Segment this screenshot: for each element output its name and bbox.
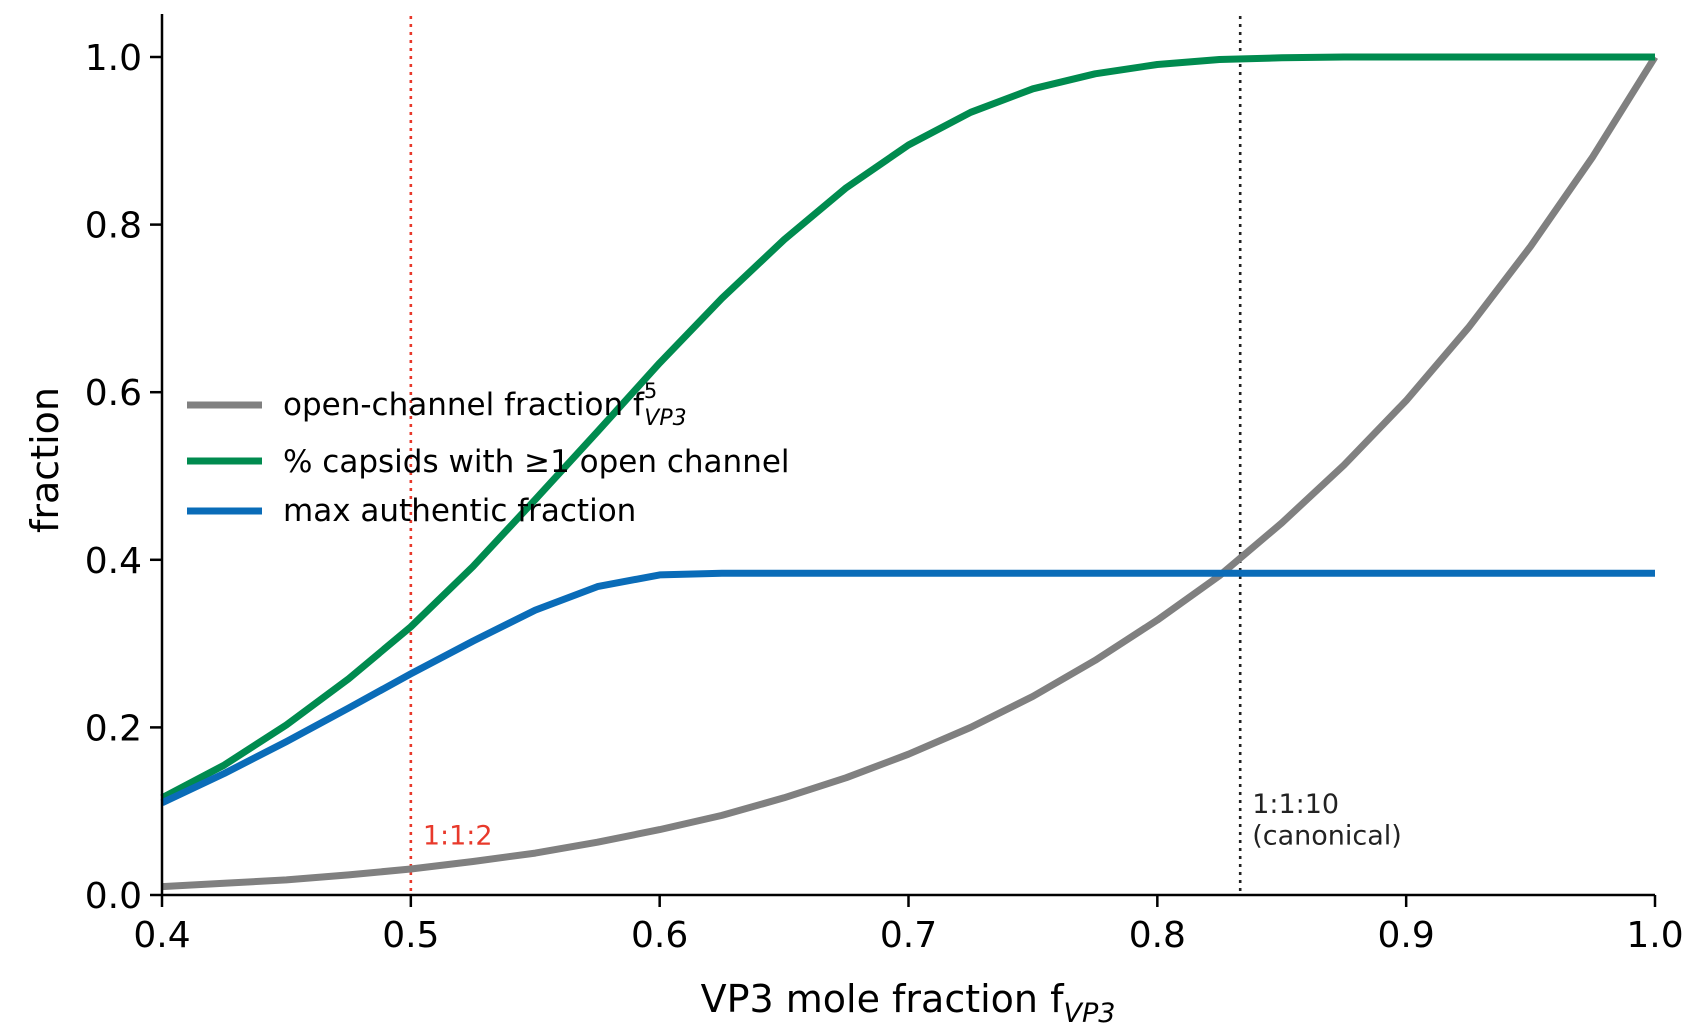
legend-label-open-channel: open-channel fraction f5 VP3 — [283, 379, 687, 431]
legend-label-max-authentic: max authentic fraction — [283, 493, 636, 529]
legend: open-channel fraction f5 VP3 % capsids wi… — [187, 379, 790, 529]
x-ticks: 0.4 0.5 0.6 0.7 0.8 0.9 1.0 — [133, 895, 1684, 956]
annotation-ratio-1-1-2: 1:1:2 — [423, 821, 493, 852]
x-tick-label: 0.7 — [880, 915, 937, 956]
x-tick-label: 0.6 — [631, 915, 688, 956]
x-tick-label: 0.8 — [1129, 915, 1186, 956]
x-axis-title-subscript: VP3 — [1063, 998, 1115, 1029]
annotation-canonical: (canonical) — [1252, 821, 1402, 852]
x-tick-label: 0.5 — [382, 915, 439, 956]
legend-label-open-channel-sup: 5 — [644, 379, 657, 403]
legend-label-open-channel-sub: VP3 — [644, 406, 686, 431]
y-tick-label: 0.8 — [85, 206, 142, 247]
series-lines — [160, 53, 1658, 891]
x-tick-label: 1.0 — [1626, 915, 1683, 956]
legend-label-capsids: % capsids with ≥1 open channel — [283, 444, 790, 480]
x-tick-label: 0.4 — [133, 915, 190, 956]
annotation-labels: 1:1:2 1:1:10(canonical) — [423, 789, 1402, 852]
y-tick-label: 0.0 — [85, 876, 142, 917]
y-tick-label: 0.6 — [85, 373, 142, 414]
y-axis-title: fraction — [23, 387, 67, 533]
x-axis-title: VP3 mole fraction fVP3 — [701, 977, 1116, 1029]
open-channel-fraction-line — [161, 55, 1658, 891]
y-tick-label: 1.0 — [85, 38, 142, 79]
y-tick-label: 0.4 — [85, 541, 142, 582]
x-tick-label: 0.9 — [1378, 915, 1435, 956]
reference-lines — [409, 16, 1242, 895]
capsids-open-channel-line — [160, 53, 1655, 801]
annotation-ratio-1-1-10: 1:1:10 — [1252, 789, 1339, 820]
max-authentic-fraction-line — [160, 569, 1655, 806]
y-tick-label: 0.2 — [85, 708, 142, 749]
y-ticks: 0.0 0.2 0.4 0.6 0.8 1.0 — [85, 38, 162, 917]
